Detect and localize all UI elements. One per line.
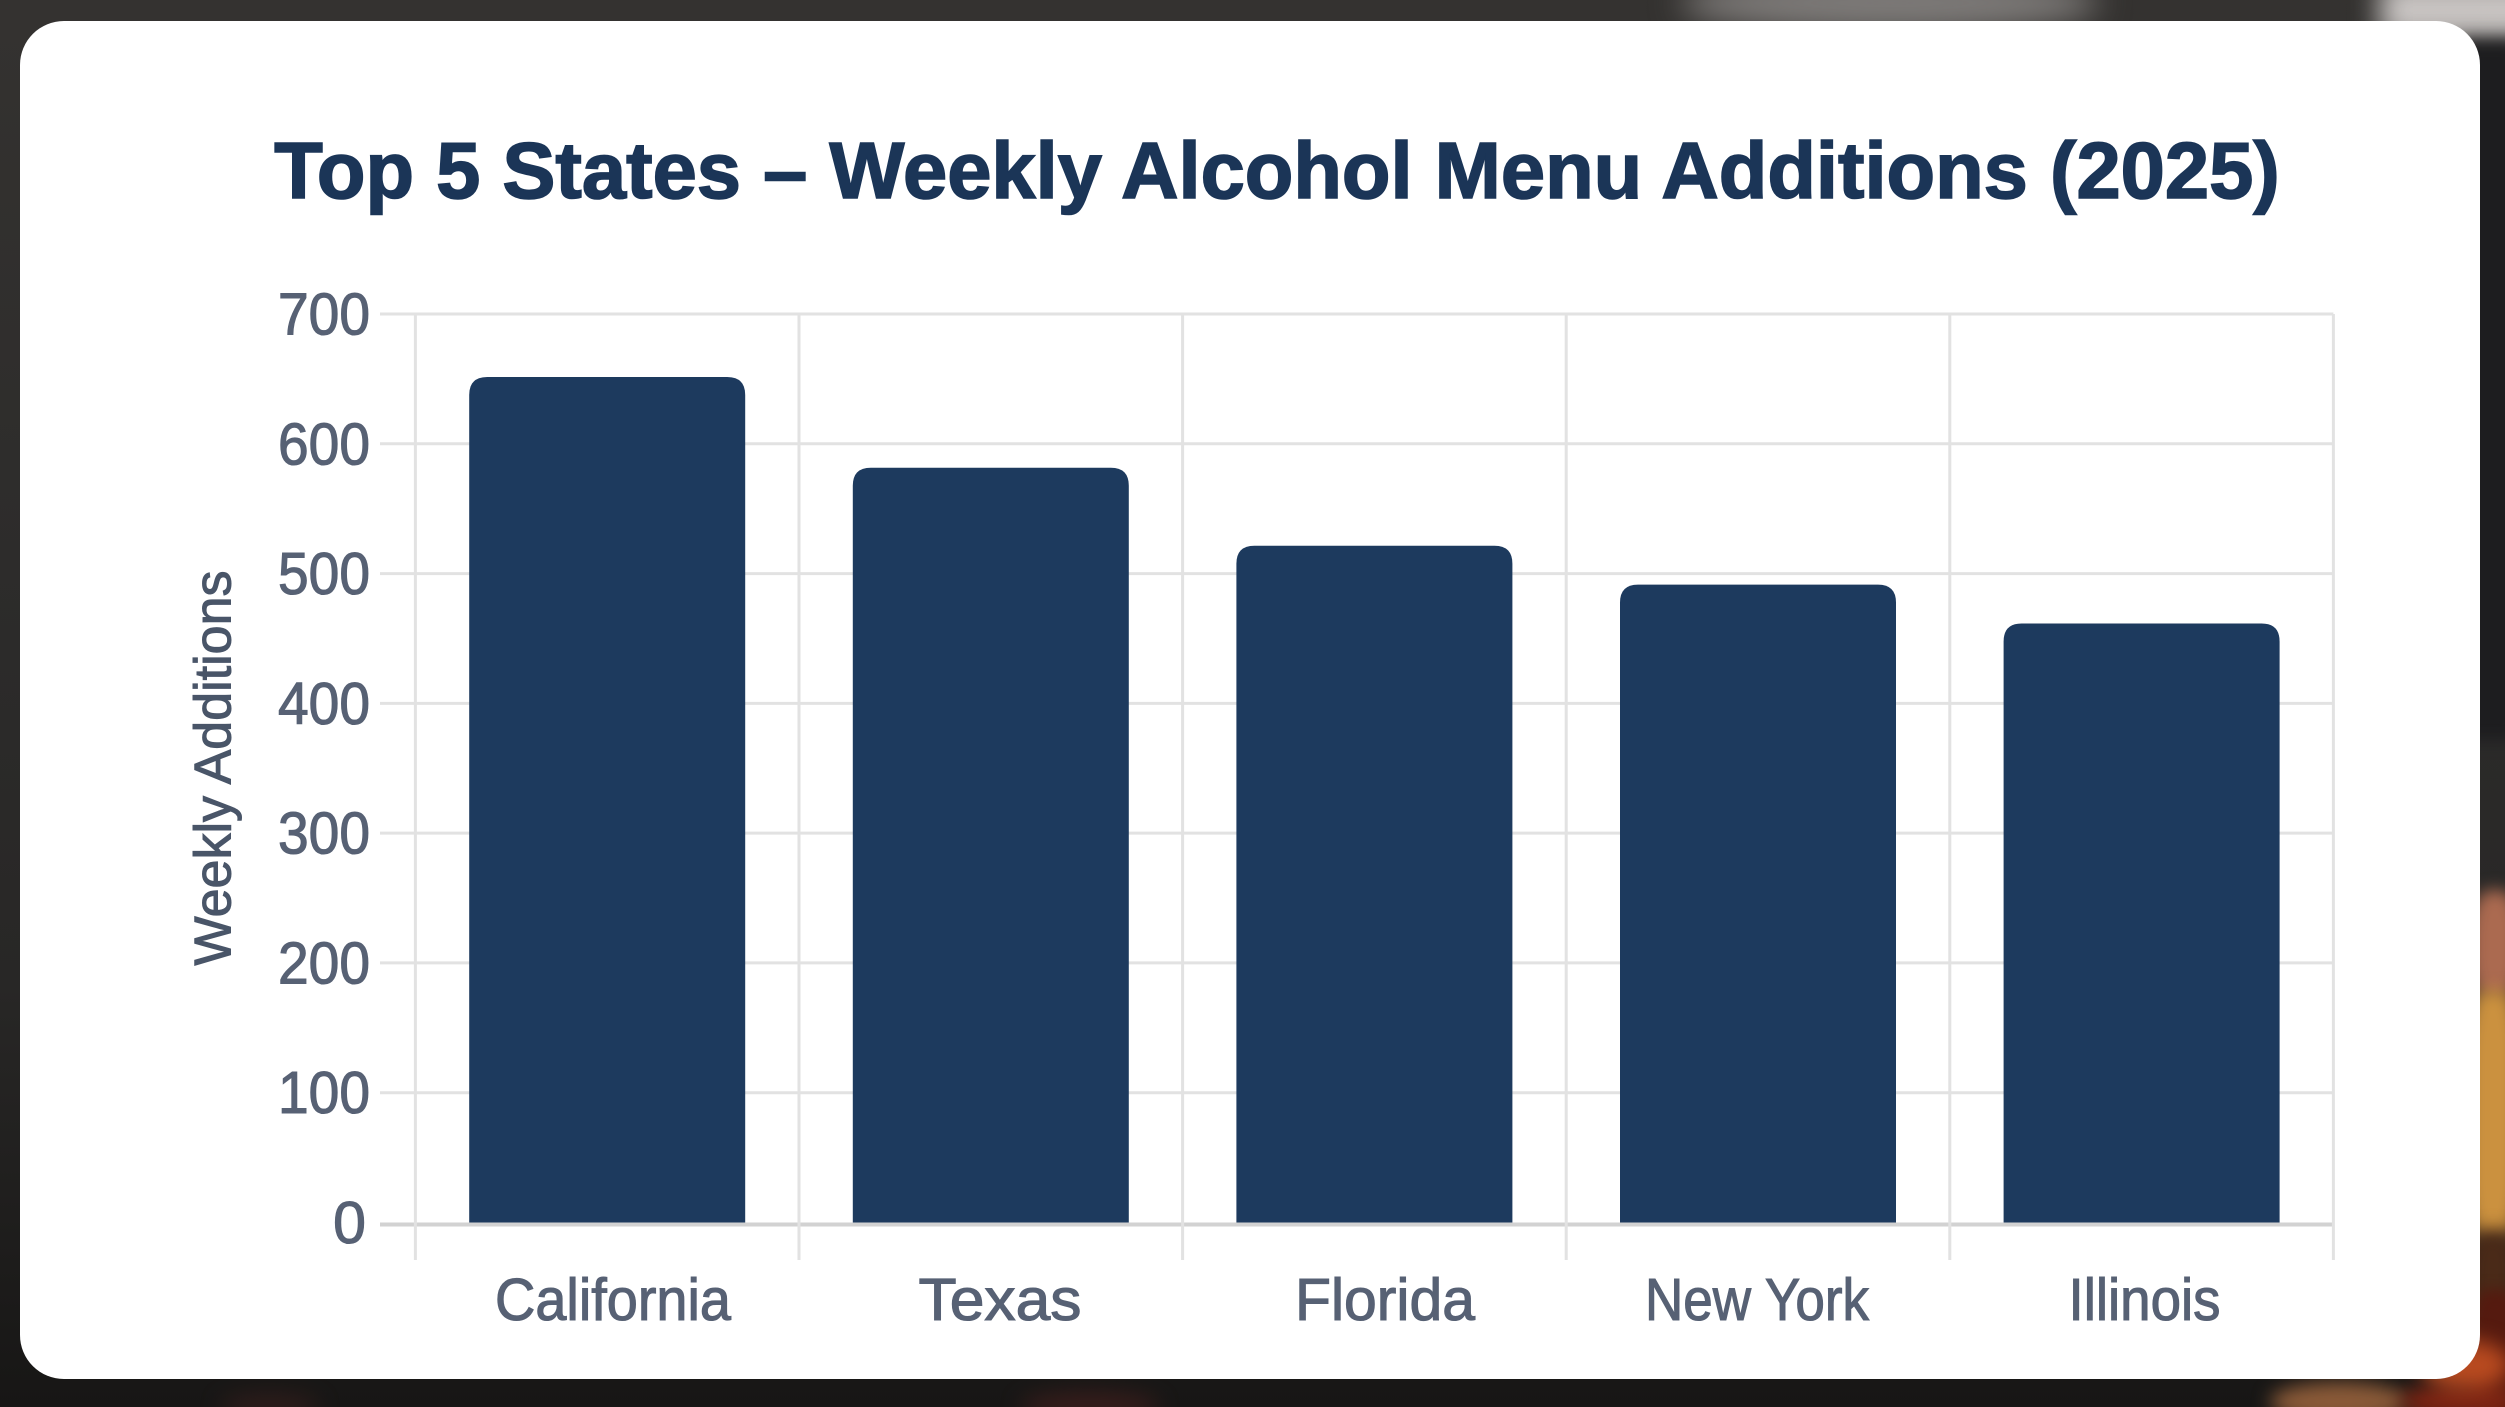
svg-text:300: 300 [278, 801, 370, 867]
svg-text:100: 100 [278, 1060, 370, 1126]
svg-text:700: 700 [278, 282, 370, 348]
svg-text:Illinois: Illinois [2069, 1267, 2221, 1333]
svg-text:Texas: Texas [919, 1267, 1082, 1333]
svg-text:500: 500 [278, 541, 370, 607]
svg-text:0: 0 [333, 1190, 366, 1256]
svg-text:200: 200 [278, 930, 370, 996]
svg-text:400: 400 [278, 671, 370, 737]
svg-text:600: 600 [278, 411, 370, 477]
svg-text:California: California [495, 1267, 731, 1333]
svg-text:New York: New York [1645, 1267, 1869, 1333]
svg-text:Weekly Additions: Weekly Additions [185, 570, 243, 965]
svg-text:Florida: Florida [1295, 1267, 1475, 1333]
svg-text:Top 5 States – Weekly Alcohol: Top 5 States – Weekly Alcohol Menu Addit… [274, 126, 2280, 215]
